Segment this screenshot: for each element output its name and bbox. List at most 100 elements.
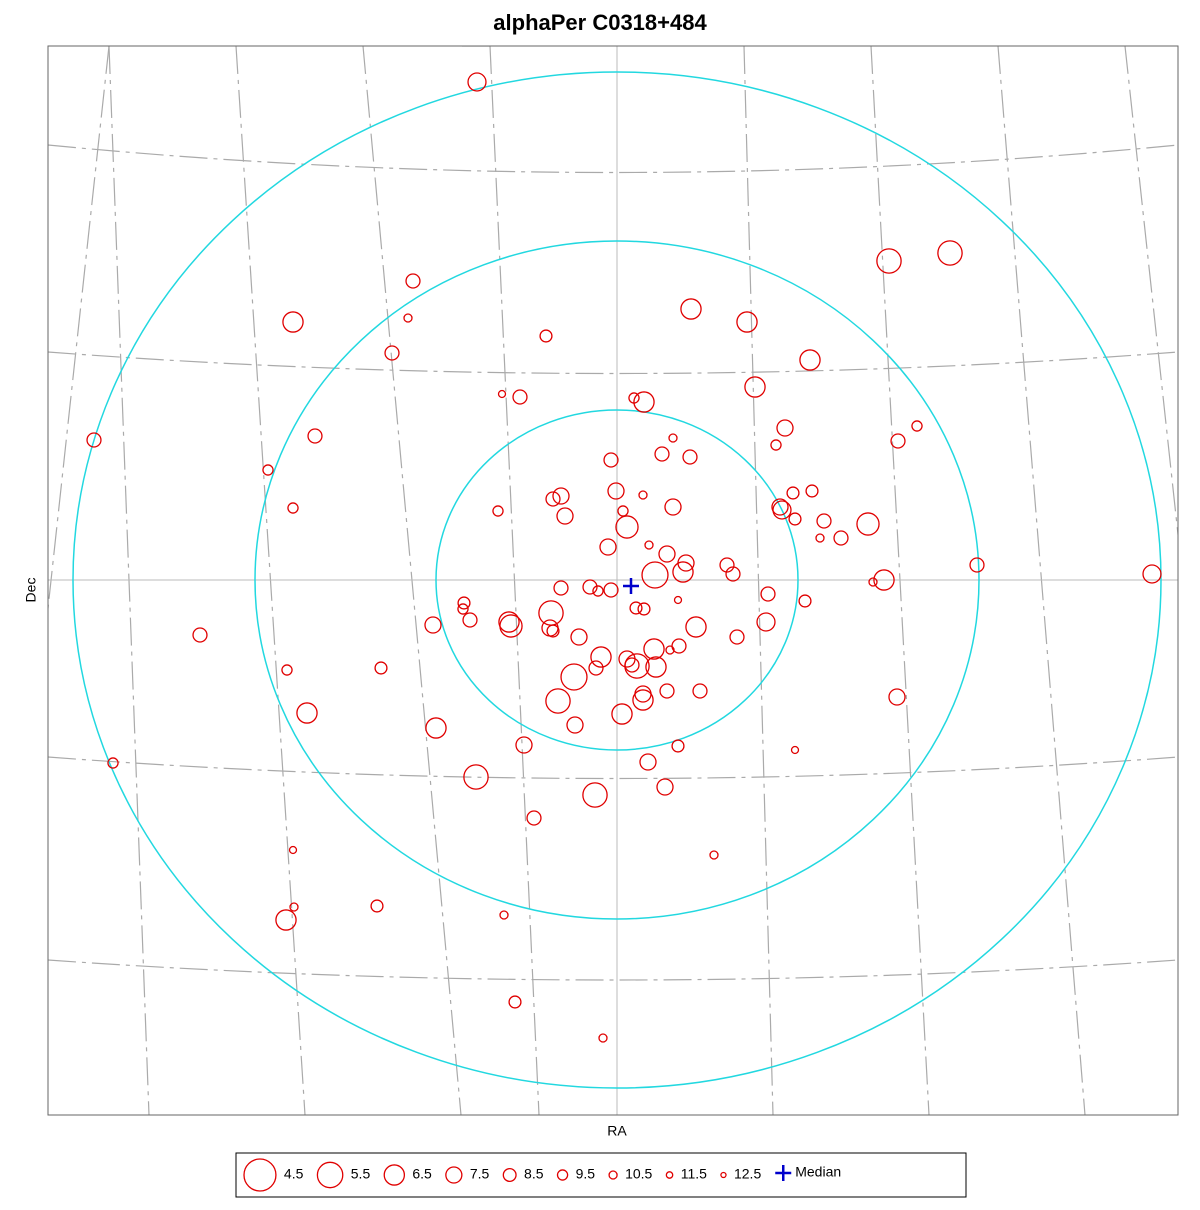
star <box>876 248 902 274</box>
chart-title: alphaPer C0318+484 <box>493 10 707 35</box>
star <box>538 600 564 626</box>
star <box>541 619 559 637</box>
star <box>805 484 819 498</box>
star <box>492 505 504 517</box>
star <box>374 661 388 675</box>
star <box>370 899 384 913</box>
star <box>680 298 702 320</box>
star <box>890 433 906 449</box>
star <box>788 512 802 526</box>
star <box>592 585 604 597</box>
star <box>633 391 655 413</box>
star <box>624 653 650 679</box>
star <box>598 1033 608 1043</box>
star <box>457 596 471 610</box>
star <box>799 349 821 371</box>
star <box>656 778 674 796</box>
star <box>685 616 707 638</box>
star <box>1142 564 1162 584</box>
star <box>658 545 676 563</box>
star <box>275 909 297 931</box>
star <box>641 561 669 589</box>
star <box>607 482 625 500</box>
star <box>287 502 299 514</box>
star <box>644 540 654 550</box>
legend-symbol <box>720 1171 727 1179</box>
star <box>637 602 651 616</box>
star <box>262 464 274 476</box>
star <box>603 582 619 598</box>
star <box>772 500 792 520</box>
star <box>588 660 604 676</box>
star <box>508 995 522 1009</box>
star <box>682 449 698 465</box>
star <box>673 595 683 605</box>
star <box>403 313 413 323</box>
legend-label: 8.5 <box>524 1166 544 1182</box>
star <box>281 664 293 676</box>
star <box>833 530 849 546</box>
star <box>552 487 570 505</box>
star <box>545 491 561 507</box>
star <box>107 757 119 769</box>
star <box>603 452 619 468</box>
star <box>526 810 542 826</box>
star <box>816 513 832 529</box>
star <box>289 902 299 912</box>
legend-label: 4.5 <box>284 1166 304 1182</box>
star <box>566 716 584 734</box>
star <box>570 628 588 646</box>
star <box>296 702 318 724</box>
legend-symbol <box>502 1167 517 1183</box>
star <box>463 764 489 790</box>
star <box>405 273 421 289</box>
legend-symbol <box>445 1166 463 1184</box>
star <box>425 717 447 739</box>
star <box>590 646 612 668</box>
plot-frame <box>47 45 1179 1116</box>
star <box>815 533 825 543</box>
legend-symbol <box>608 1170 618 1180</box>
star <box>632 689 654 711</box>
star <box>771 498 789 516</box>
legend-label: 9.5 <box>576 1166 596 1182</box>
star <box>553 580 569 596</box>
star <box>756 612 776 632</box>
star <box>462 612 478 628</box>
star <box>546 624 560 638</box>
star <box>499 910 509 920</box>
star <box>634 685 652 703</box>
star <box>512 389 528 405</box>
star <box>888 688 906 706</box>
star <box>629 601 643 615</box>
radius-rings <box>72 71 1162 1089</box>
legend-label: 6.5 <box>412 1166 432 1182</box>
star <box>497 389 507 399</box>
star <box>643 638 665 660</box>
star <box>467 72 487 92</box>
star <box>499 614 523 638</box>
star <box>424 616 442 634</box>
star <box>736 311 758 333</box>
star <box>457 603 469 615</box>
star <box>288 845 298 855</box>
star <box>515 736 533 754</box>
legend-label: 5.5 <box>351 1166 371 1182</box>
star <box>868 577 878 587</box>
star <box>776 419 794 437</box>
star <box>672 561 694 583</box>
star <box>969 557 985 573</box>
legend-label: 10.5 <box>625 1166 652 1182</box>
star <box>639 753 657 771</box>
star <box>498 611 520 633</box>
star <box>770 439 782 451</box>
star <box>760 586 776 602</box>
star <box>719 557 735 573</box>
star <box>282 311 304 333</box>
star <box>786 486 800 500</box>
star <box>582 782 608 808</box>
star <box>873 569 895 591</box>
star <box>856 512 880 536</box>
star <box>192 627 208 643</box>
